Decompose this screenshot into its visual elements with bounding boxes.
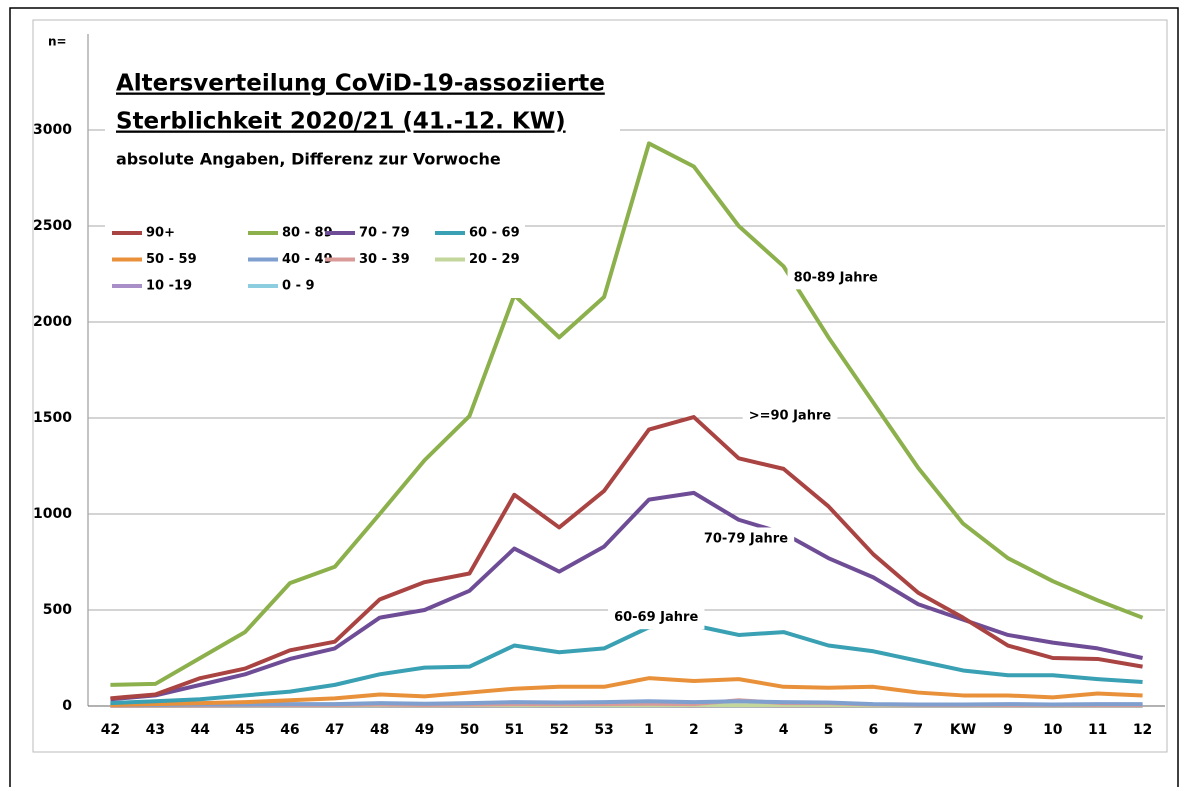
x-tick-label: 51 bbox=[505, 722, 524, 738]
legend-label: 20 - 29 bbox=[469, 252, 520, 267]
legend-label: 50 - 59 bbox=[146, 252, 197, 267]
y-label: n= bbox=[48, 35, 67, 49]
chart-title: Sterblichkeit 2020/21 (41.-12. KW) bbox=[116, 109, 566, 135]
y-tick-label: 1500 bbox=[33, 410, 72, 426]
x-tick-label: 49 bbox=[415, 722, 434, 738]
legend-label: 70 - 79 bbox=[359, 226, 410, 241]
x-tick-label: 5 bbox=[824, 722, 834, 738]
x-tick-label: 9 bbox=[1003, 722, 1013, 738]
x-tick-label: 6 bbox=[868, 722, 878, 738]
x-tick-label: 53 bbox=[594, 722, 613, 738]
annotation: 60-69 Jahre bbox=[614, 610, 698, 625]
annotation: >=90 Jahre bbox=[749, 409, 832, 424]
y-tick-label: 2000 bbox=[33, 314, 72, 330]
x-tick-label: 1 bbox=[644, 722, 654, 738]
x-tick-label: 47 bbox=[325, 722, 344, 738]
x-tick-label: 3 bbox=[734, 722, 744, 738]
x-tick-label: 43 bbox=[146, 722, 165, 738]
x-tick-label: 45 bbox=[235, 722, 254, 738]
chart-subtitle: absolute Angaben, Differenz zur Vorwoche bbox=[116, 150, 501, 169]
x-tick-label: 12 bbox=[1133, 722, 1152, 738]
y-tick-label: 2500 bbox=[33, 218, 72, 234]
y-tick-label: 0 bbox=[62, 698, 72, 714]
x-tick-label: 10 bbox=[1043, 722, 1063, 738]
x-tick-label: 44 bbox=[190, 722, 210, 738]
x-tick-label: KW bbox=[950, 722, 976, 738]
legend-label: 30 - 39 bbox=[359, 252, 410, 267]
x-tick-label: 7 bbox=[913, 722, 923, 738]
legend-label: 0 - 9 bbox=[282, 279, 315, 294]
legend-label: 60 - 69 bbox=[469, 226, 520, 241]
chart-title: Altersverteilung CoViD-19-assoziierte bbox=[116, 71, 605, 97]
annotation: 80-89 Jahre bbox=[794, 270, 878, 285]
x-tick-label: 52 bbox=[549, 722, 568, 738]
x-tick-label: 11 bbox=[1088, 722, 1107, 738]
y-tick-label: 500 bbox=[43, 602, 72, 618]
annotation: 70-79 Jahre bbox=[704, 531, 788, 546]
y-tick-label: 1000 bbox=[33, 506, 72, 522]
x-tick-label: 2 bbox=[689, 722, 699, 738]
x-tick-label: 48 bbox=[370, 722, 389, 738]
legend-label: 10 -19 bbox=[146, 279, 192, 294]
y-tick-label: 3000 bbox=[33, 122, 72, 138]
legend-label: 90+ bbox=[146, 226, 175, 241]
x-tick-label: 4 bbox=[779, 722, 789, 738]
x-tick-label: 42 bbox=[101, 722, 120, 738]
x-tick-label: 50 bbox=[460, 722, 480, 738]
x-tick-label: 46 bbox=[280, 722, 299, 738]
